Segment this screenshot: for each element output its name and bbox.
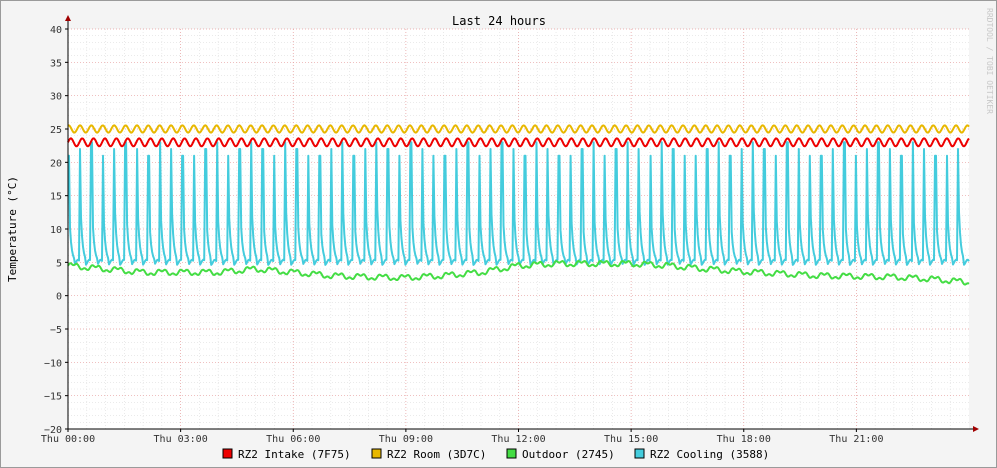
y-axis-arrow bbox=[65, 15, 71, 21]
watermark: RRDTOOL / TOBI OETIKER bbox=[985, 8, 994, 114]
x-tick-label: Thu 03:00 bbox=[154, 434, 208, 445]
x-tick-labels: Thu 00:00 Thu 03:00 Thu 06:00 Thu 09:00 Thu … bbox=[41, 429, 883, 445]
x-tick-label: Thu 18:00 bbox=[717, 434, 771, 445]
x-tick-label: Thu 00:00 bbox=[41, 434, 95, 445]
legend-swatch bbox=[506, 448, 517, 459]
y-tick-label: 30 bbox=[50, 92, 62, 103]
legend-swatch bbox=[371, 448, 382, 459]
y-tick-label: 0 bbox=[56, 292, 62, 303]
chart-title: Last 24 hours bbox=[452, 14, 546, 28]
y-tick-label: 20 bbox=[50, 158, 62, 169]
legend: RZ2 Intake (7F75) RZ2 Room (3D7C) Outdoor … bbox=[222, 448, 769, 461]
x-axis-arrow bbox=[973, 426, 979, 432]
axes bbox=[65, 15, 979, 432]
x-tick-label: Thu 09:00 bbox=[379, 434, 433, 445]
legend-label: RZ2 Cooling (3588) bbox=[650, 448, 769, 461]
legend-swatch bbox=[222, 448, 233, 459]
series-layer bbox=[67, 124, 970, 286]
legend-label: RZ2 Intake (7F75) bbox=[238, 448, 351, 461]
y-tick-label: 5 bbox=[56, 258, 62, 269]
legend-label: Outdoor (2745) bbox=[522, 448, 615, 461]
y-tick-label: 25 bbox=[50, 125, 62, 136]
y-tick-label: −10 bbox=[44, 358, 62, 369]
y-tick-label: 40 bbox=[50, 25, 62, 36]
series-line bbox=[67, 124, 970, 134]
series-line bbox=[67, 260, 970, 286]
y-tick-label: 15 bbox=[50, 192, 62, 203]
y-tick-label: −20 bbox=[44, 425, 62, 436]
y-tick-label: −5 bbox=[50, 325, 62, 336]
y-axis-label: Temperature (°C) bbox=[6, 176, 19, 282]
x-tick-label: Thu 06:00 bbox=[266, 434, 320, 445]
x-tick-label: Thu 21:00 bbox=[829, 434, 883, 445]
legend-swatch bbox=[634, 448, 645, 459]
series-line bbox=[67, 137, 970, 148]
y-tick-label: −15 bbox=[44, 392, 62, 403]
x-tick-label: Thu 15:00 bbox=[604, 434, 658, 445]
y-tick-label: 10 bbox=[50, 225, 62, 236]
legend-label: RZ2 Room (3D7C) bbox=[387, 448, 486, 461]
y-tick-labels: 40 35 30 25 20 15 10 5 0 −5 −10 −15 −20 bbox=[44, 25, 68, 436]
x-tick-label: Thu 12:00 bbox=[491, 434, 545, 445]
y-tick-label: 35 bbox=[50, 58, 62, 69]
series-line bbox=[68, 141, 970, 266]
